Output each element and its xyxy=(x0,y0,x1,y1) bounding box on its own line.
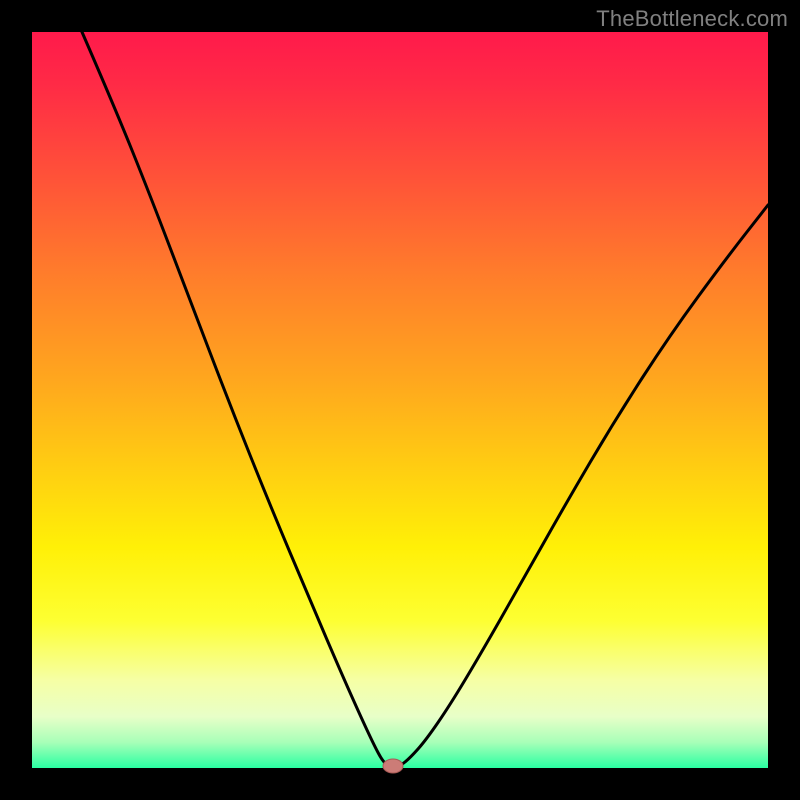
optimal-point-marker xyxy=(383,759,403,773)
bottleneck-chart xyxy=(0,0,800,800)
plot-background xyxy=(32,32,768,768)
chart-container: TheBottleneck.com xyxy=(0,0,800,800)
watermark-text: TheBottleneck.com xyxy=(596,6,788,32)
